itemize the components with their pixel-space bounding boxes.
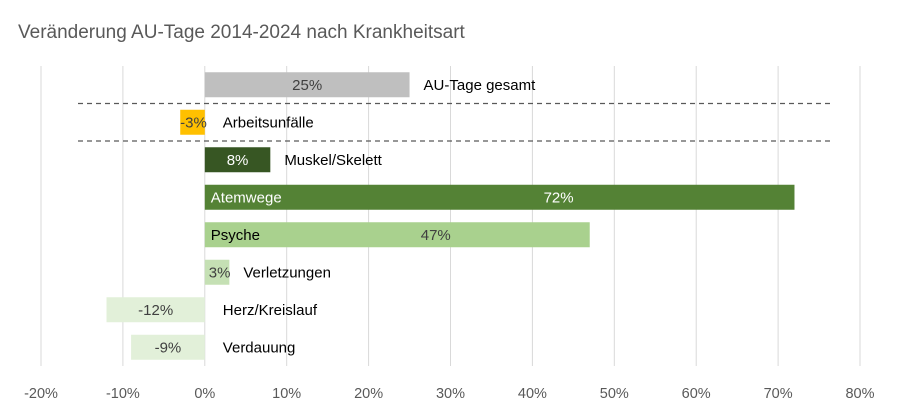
bars: AU-Tage gesamt 25% Arbeitsunfälle -3% Muskel… bbox=[106, 72, 795, 360]
data-label: 3% bbox=[209, 264, 231, 281]
bar bbox=[180, 109, 205, 135]
data-label: -12% bbox=[138, 302, 173, 319]
x-tick-label: 0% bbox=[194, 386, 215, 402]
x-tick-label: 80% bbox=[845, 386, 874, 402]
data-label: 25% bbox=[292, 77, 322, 94]
category-label: Psyche bbox=[211, 227, 260, 244]
gridlines bbox=[40, 66, 861, 366]
x-tick-label: -10% bbox=[106, 386, 140, 402]
bar bbox=[204, 147, 271, 173]
bar bbox=[204, 222, 590, 248]
bar bbox=[204, 72, 410, 98]
x-tick-label: 40% bbox=[518, 386, 547, 402]
x-tick-label: 30% bbox=[436, 386, 465, 402]
category-label: Verletzungen bbox=[243, 264, 331, 281]
category-label: Atemwege bbox=[211, 189, 282, 206]
x-tick-label: 20% bbox=[354, 386, 383, 402]
data-label: -3% bbox=[180, 114, 207, 131]
bar bbox=[204, 259, 230, 285]
x-tick-label: 70% bbox=[764, 386, 793, 402]
data-label: -9% bbox=[155, 339, 182, 356]
data-label: 72% bbox=[544, 189, 574, 206]
x-tick-label: 50% bbox=[600, 386, 629, 402]
chart-title: Veränderung AU-Tage 2014-2024 nach Krank… bbox=[18, 22, 466, 43]
x-axis-ticks: -20% -10% 0% 10% 20% 30% 40% 50% 60% 70% 80% bbox=[24, 386, 875, 402]
category-label: AU-Tage gesamt bbox=[424, 77, 537, 94]
x-tick-label: -20% bbox=[24, 386, 58, 402]
bar bbox=[204, 184, 795, 210]
x-tick-label: 60% bbox=[682, 386, 711, 402]
category-label: Arbeitsunfälle bbox=[223, 114, 314, 131]
bar bbox=[106, 297, 205, 323]
category-label: Verdauung bbox=[223, 339, 296, 356]
category-label: Herz/Kreislauf bbox=[223, 302, 318, 319]
data-label: 8% bbox=[227, 152, 249, 169]
data-label: 47% bbox=[421, 227, 451, 244]
bar bbox=[131, 334, 205, 360]
category-label: Muskel/Skelett bbox=[284, 152, 382, 169]
x-tick-label: 10% bbox=[272, 386, 301, 402]
